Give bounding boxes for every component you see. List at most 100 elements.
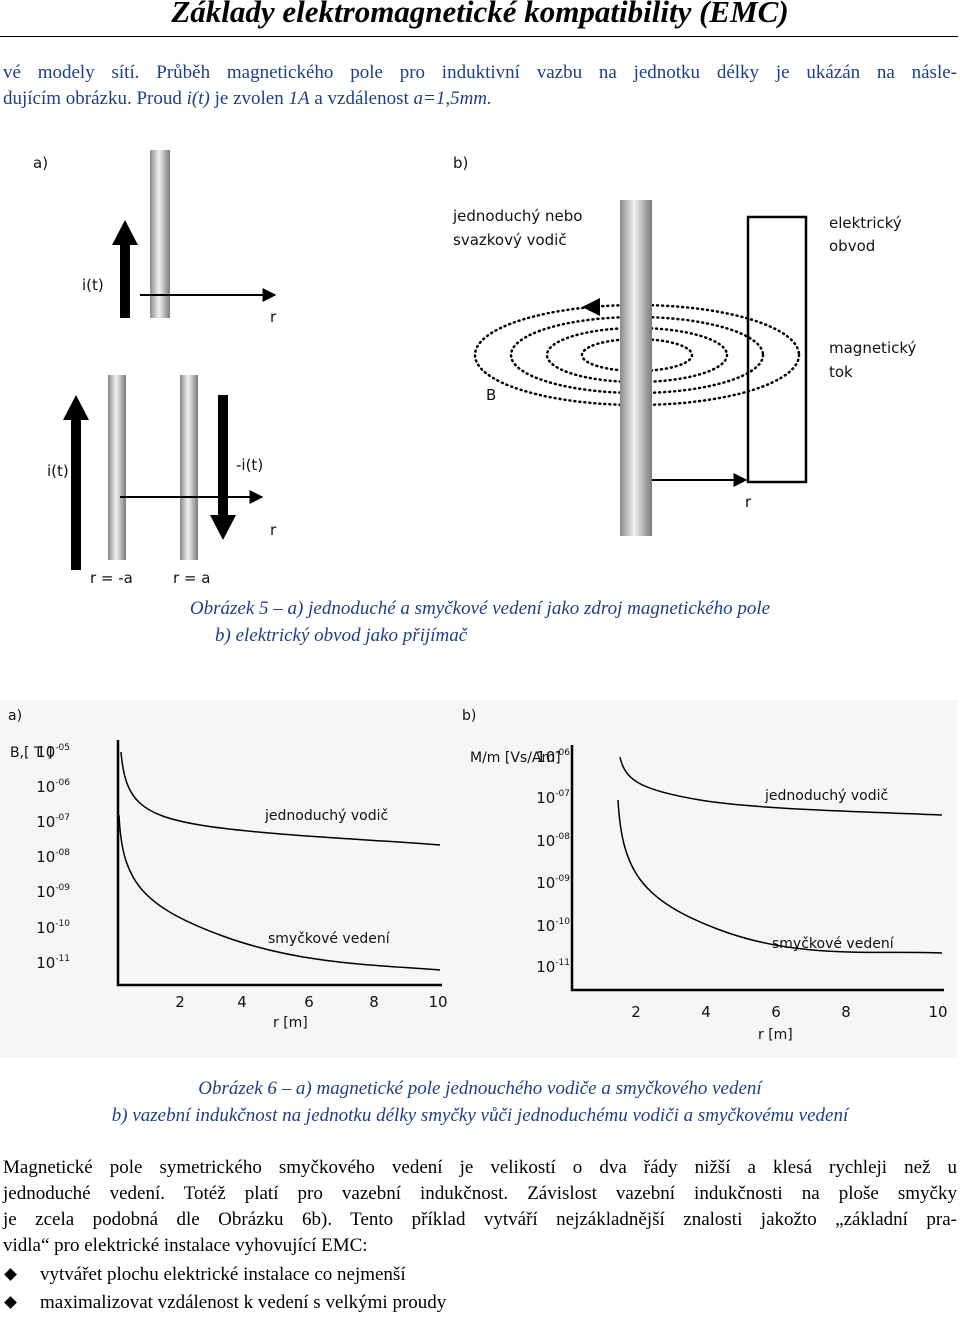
text: a=1,5mm. [413,88,492,109]
text: i(t) [186,88,210,109]
tick-exponent: -06 [55,778,70,788]
label: r = a [173,569,210,587]
figure-5: a) i(t) r i(t) -i(t) r r = -a r = a b) j… [33,150,917,587]
curve-label: jednoduchý vodič [264,808,388,824]
current-arrow [112,220,138,318]
tick-exponent: -05 [55,743,70,753]
label: r = -a [90,569,133,587]
panel-label: b) [462,708,476,724]
tick-base: 10 [536,748,555,766]
current-arrow [63,395,89,570]
page-title: Základy elektromagnetické kompatibility … [171,0,789,29]
y-tick-label: 10-11 [36,954,70,972]
curve [120,751,441,846]
y-tick-label: 10-06 [36,778,70,796]
x-axis-label: r [m] [758,1027,793,1043]
bullet-item: maximalizovat vzdálenost k vedení s velk… [40,1292,447,1313]
tick-base: 10 [536,832,555,850]
label: svazkový vodič [453,231,567,249]
axes [116,740,442,987]
y-tick-label: 10-05 [36,743,70,761]
y-tick-label: 10-09 [536,874,570,892]
body-line: vidla“ pro elektrické instalace vyhovují… [3,1235,368,1256]
tick-base: 10 [36,813,55,831]
label: elektrický [829,214,902,232]
x-tick-label: 2 [631,1003,641,1021]
caption: b) elektrický obvod jako přijímač [215,625,468,646]
curve [118,814,441,971]
tick-base: 10 [536,917,555,935]
tick-exponent: -06 [555,748,570,758]
tick-exponent: -07 [55,813,70,823]
x-tick-label: 4 [237,993,247,1011]
y-tick-label: 10-10 [536,917,570,935]
tick-base: 10 [536,958,555,976]
curve [619,756,943,816]
tick-base: 10 [536,789,555,807]
curve-label: smyčkové vedení [772,936,895,952]
intro-line: vé modely sítí. Průběh magnetického pole… [3,62,957,83]
panel-label: b) [453,154,468,172]
figure-6: a) B,[ T ] jednoduchý vodič smyčkové ved… [0,700,958,1058]
conductor [180,375,198,560]
tick-exponent: -09 [55,883,70,893]
tick-base: 10 [36,743,55,761]
y-tick-label: 10-11 [536,958,570,976]
x-tick-label: 10 [428,993,447,1011]
circuit [746,215,808,484]
intro-line: dujícím obrázku. Proud i(t) je zvolen 1A… [3,88,957,110]
y-tick-label: 10-07 [536,789,570,807]
label: r [745,493,752,511]
y-axis-label: M/m [Vs/Am] [470,750,561,766]
tick-exponent: -07 [555,789,570,799]
caption: b) vazební indukčnost na jednotku délky … [111,1105,849,1126]
tick-base: 10 [36,919,55,937]
x-tick-label: 6 [304,993,314,1011]
tick-base: 10 [36,848,55,866]
conductor [620,200,652,536]
x-tick-label: 10 [928,1003,947,1021]
curve [617,799,943,954]
tick-exponent: -08 [55,848,70,858]
current-arrow [210,395,236,540]
tick-exponent: -10 [55,919,70,929]
panel-label: a) [8,708,22,724]
tick-exponent: -09 [555,874,570,884]
bullet-item: vytvářet plochu elektrické instalace co … [40,1264,406,1285]
label: i(t) [82,276,104,294]
tick-base: 10 [36,883,55,901]
body-line: jednoduché vedení. Totéž platí pro vazeb… [3,1183,957,1204]
figure-background [0,700,958,1058]
y-tick-label: 10-06 [536,748,570,766]
label: i(t) [47,462,69,480]
tick-base: 10 [36,954,55,972]
text: a vzdálenost [309,88,414,109]
tick-exponent: -11 [55,954,70,964]
y-tick-label: 10-09 [36,883,70,901]
x-tick-label: 4 [701,1003,711,1021]
label: B [486,386,496,404]
y-tick-label: 10-10 [36,919,70,937]
x-axis-label: r [m] [273,1015,308,1031]
y-tick-label: 10-08 [36,848,70,866]
conductor [108,375,126,560]
body-line: je zcela podobná dle Obrázku 6b). Tento … [3,1209,957,1230]
x-tick-label: 2 [175,993,185,1011]
text: dujícím obrázku. Proud [3,88,187,109]
text: 1A [288,88,310,109]
x-tick-label: 8 [369,993,379,1011]
caption: Obrázek 5 – a) jednoduché a smyčkové ved… [189,598,771,619]
label: tok [829,363,853,381]
curve-label: jednoduchý vodič [764,788,888,804]
tick-exponent: -10 [555,917,570,927]
label: obvod [829,237,875,255]
tick-exponent: -08 [555,832,570,842]
label: r [270,521,277,539]
field-arrow [582,298,600,316]
curve-label: smyčkové vedení [268,931,391,947]
panel-label: a) [33,154,48,172]
x-tick-label: 8 [841,1003,851,1021]
conductor [150,150,170,318]
label: -i(t) [236,456,263,474]
